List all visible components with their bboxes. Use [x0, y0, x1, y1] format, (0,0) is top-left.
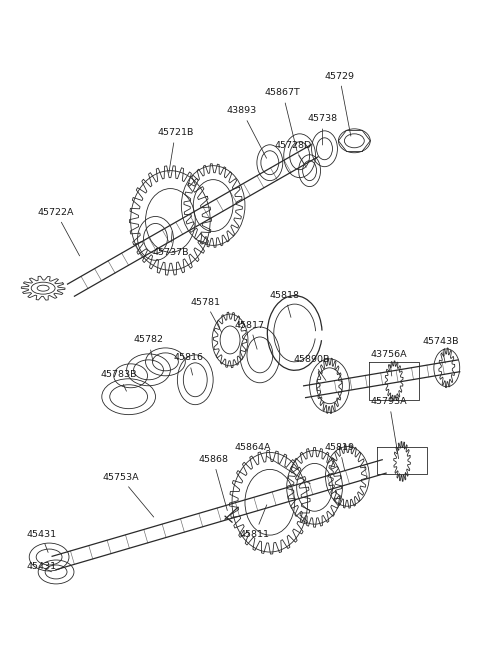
- Text: 45738: 45738: [308, 115, 337, 145]
- Text: 45721B: 45721B: [157, 128, 193, 173]
- Text: 45868: 45868: [198, 455, 228, 510]
- Text: 45743B: 45743B: [422, 337, 459, 363]
- Text: 45753A: 45753A: [102, 473, 154, 517]
- Text: 45431: 45431: [26, 563, 56, 572]
- Text: 45819: 45819: [324, 443, 354, 471]
- Text: 45818: 45818: [270, 291, 300, 318]
- Text: 45816: 45816: [173, 353, 204, 375]
- Text: 45864A: 45864A: [235, 443, 310, 484]
- Text: 45431: 45431: [26, 530, 56, 552]
- Text: 45811: 45811: [240, 505, 270, 538]
- Text: 45817: 45817: [235, 320, 265, 349]
- Text: 43893: 43893: [227, 106, 266, 159]
- Text: 43756A: 43756A: [371, 350, 408, 376]
- Text: 45729: 45729: [324, 71, 354, 136]
- Text: 45722A: 45722A: [38, 208, 80, 256]
- Text: 45793A: 45793A: [371, 397, 408, 458]
- Text: 45867T: 45867T: [265, 88, 300, 151]
- Text: 45783B: 45783B: [100, 370, 137, 391]
- Text: 45781: 45781: [190, 297, 222, 333]
- Text: 45737B: 45737B: [152, 231, 189, 257]
- Text: 45782: 45782: [133, 335, 164, 361]
- Text: 45728D: 45728D: [274, 141, 312, 167]
- Text: 45890B: 45890B: [293, 356, 330, 381]
